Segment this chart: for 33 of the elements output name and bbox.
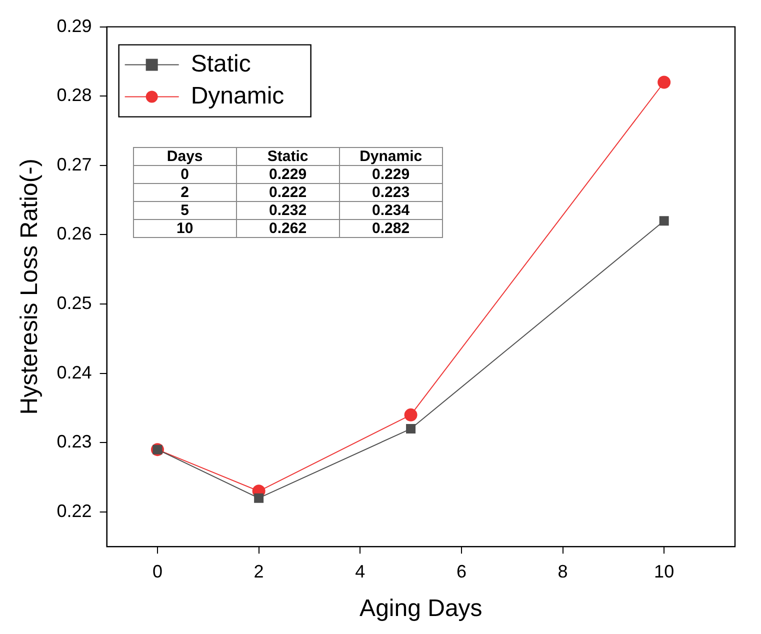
annotation: 0 (133, 165, 236, 184)
annotation: 0.232 (236, 201, 340, 220)
x-tick-label: 0 (152, 561, 162, 582)
x-tick-label: 8 (558, 561, 568, 582)
y-tick-label: 0.23 (56, 432, 92, 452)
x-tick-label: 6 (456, 561, 466, 582)
annotation: 2 (133, 183, 236, 202)
annotation: Days (133, 147, 236, 166)
y-tick-label: 0.27 (56, 154, 92, 174)
annotation: 0.229 (236, 165, 340, 184)
annotation: 0.282 (339, 219, 442, 238)
annotation: 0.229 (339, 165, 442, 184)
y-tick-label: 0.28 (56, 85, 92, 106)
annotation: 0.234 (339, 201, 442, 220)
x-tick-label: 2 (254, 561, 264, 582)
annotation: 10 (133, 219, 236, 238)
legend-label: Static (190, 50, 251, 78)
x-tick-label: 10 (654, 561, 674, 582)
y-tick-label: 0.29 (56, 16, 92, 36)
y-axis-title: Hysteresis Loss Ratio(-) (16, 158, 44, 415)
annotation: 0.222 (236, 183, 340, 202)
annotation: 0.262 (236, 219, 340, 238)
annotation: Static (236, 147, 340, 166)
legend-label: Dynamic (190, 82, 284, 110)
y-tick-label: 0.25 (56, 292, 92, 313)
y-tick-label: 0.22 (56, 500, 92, 521)
x-tick-label: 4 (355, 561, 366, 582)
annotation: Dynamic (339, 147, 442, 166)
annotation: 0.223 (339, 183, 442, 202)
annotation: 5 (133, 201, 236, 220)
x-axis-title: Aging Days (360, 595, 482, 622)
y-tick-label: 0.24 (56, 362, 92, 382)
y-tick-label: 0.26 (56, 224, 92, 244)
